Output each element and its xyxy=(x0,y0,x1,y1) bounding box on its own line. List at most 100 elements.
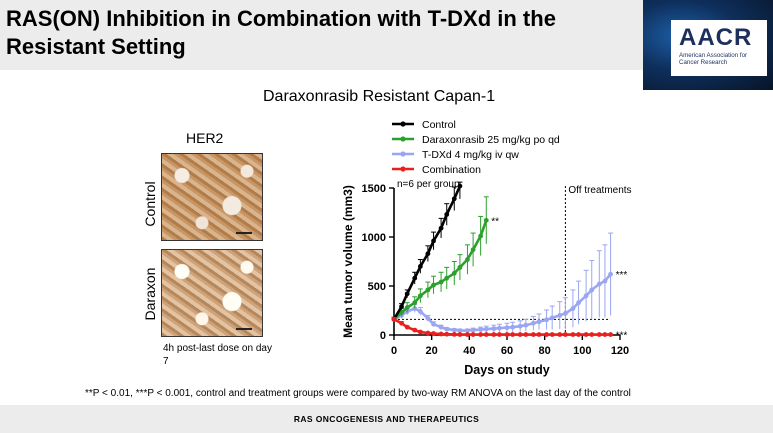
data-point xyxy=(583,332,589,337)
data-point xyxy=(523,332,529,337)
data-point xyxy=(608,332,613,337)
data-point xyxy=(451,196,457,202)
data-point xyxy=(570,306,576,311)
data-point xyxy=(465,257,470,262)
data-point xyxy=(399,320,404,326)
x-tick-label: 0 xyxy=(391,345,397,357)
data-point xyxy=(431,238,436,244)
data-point xyxy=(504,332,510,337)
her2-stain-image-control xyxy=(161,153,263,241)
data-point xyxy=(438,225,444,231)
figure-title: Daraxonrasib Resistant Capan-1 xyxy=(263,88,496,105)
data-point xyxy=(530,320,536,326)
data-point xyxy=(483,326,489,332)
data-point xyxy=(491,326,497,332)
footnote: **P < 0.01, ***P < 0.001, control and tr… xyxy=(85,388,631,399)
data-point xyxy=(417,329,423,335)
y-tick-label: 0 xyxy=(380,330,386,342)
data-point xyxy=(602,278,608,284)
data-point xyxy=(549,315,555,321)
legend-label: T-DXd 4 mg/kg iv qw xyxy=(422,149,519,161)
data-point xyxy=(457,332,463,337)
data-point xyxy=(497,332,502,337)
x-tick-label: 100 xyxy=(573,345,591,357)
logo-card: AACR American Association for Cancer Res… xyxy=(671,20,767,76)
data-point xyxy=(576,332,581,337)
y-tick-label: 1000 xyxy=(362,232,386,244)
data-point xyxy=(438,279,444,285)
data-point xyxy=(536,332,542,337)
data-point xyxy=(608,271,613,277)
significance-label: *** xyxy=(616,331,628,342)
data-point xyxy=(444,331,450,337)
scale-bar xyxy=(236,328,252,330)
x-tick-label: 60 xyxy=(501,345,513,357)
aacr-logo: AACR American Association for Cancer Res… xyxy=(643,0,773,90)
data-point xyxy=(391,316,397,322)
data-point xyxy=(536,319,542,325)
data-point xyxy=(470,327,476,333)
data-point xyxy=(465,332,470,337)
data-point xyxy=(417,293,423,299)
data-point xyxy=(497,325,502,331)
y-tick-label: 500 xyxy=(368,281,386,293)
footer-bar xyxy=(0,405,773,433)
data-point xyxy=(510,324,516,330)
data-point xyxy=(517,323,523,329)
footer-text: RAS ONCOGENESIS AND THERAPEUTICS xyxy=(293,414,480,424)
data-point xyxy=(596,332,602,337)
data-point xyxy=(470,247,476,253)
slide-title: RAS(ON) Inhibition in Combination with T… xyxy=(6,6,556,59)
data-point xyxy=(404,305,410,310)
series-line xyxy=(393,318,611,336)
data-point xyxy=(431,282,436,288)
off-treatments-label: Off treatments xyxy=(568,185,631,196)
logo-wordmark: AACR xyxy=(679,24,753,51)
data-point xyxy=(583,293,589,299)
data-point xyxy=(530,332,536,337)
data-point xyxy=(412,327,418,333)
data-point xyxy=(399,310,404,315)
data-point xyxy=(557,313,563,318)
data-point xyxy=(438,331,444,337)
data-point xyxy=(478,233,484,239)
data-point xyxy=(557,332,563,337)
data-point xyxy=(417,264,423,269)
data-point xyxy=(602,332,608,337)
x-tick-label: 120 xyxy=(611,345,629,357)
data-point xyxy=(483,332,489,337)
data-point xyxy=(404,324,410,330)
data-point xyxy=(412,275,418,281)
her2-label: HER2 xyxy=(186,130,224,146)
tumor-volume-chart: Control Daraxonrasib 25 mg/kg po qd T-DXd … xyxy=(341,119,632,377)
data-point xyxy=(399,304,404,309)
data-point xyxy=(465,328,470,333)
significance-label: *** xyxy=(616,270,628,281)
row-label-daraxon: Daraxon xyxy=(142,267,158,321)
data-point xyxy=(412,300,418,306)
data-point xyxy=(457,328,463,333)
data-point xyxy=(491,332,497,337)
data-point xyxy=(425,287,431,293)
x-tick-label: 20 xyxy=(426,345,438,357)
data-point xyxy=(596,281,602,287)
data-point xyxy=(544,332,549,337)
data-point xyxy=(589,287,595,293)
data-point xyxy=(438,324,444,330)
data-point xyxy=(457,264,463,270)
y-axis-label: Mean tumor volume (mm3) xyxy=(341,185,355,338)
data-point xyxy=(425,251,431,257)
y-tick-label: 1500 xyxy=(362,183,386,195)
data-point xyxy=(549,332,555,337)
series-line xyxy=(393,273,612,332)
legend-label: Daraxonrasib 25 mg/kg po qd xyxy=(422,134,560,146)
data-point xyxy=(451,270,457,276)
legend-marker xyxy=(400,121,406,127)
data-point xyxy=(483,217,489,223)
series-line xyxy=(393,219,488,321)
legend-label: Combination xyxy=(422,164,481,176)
legend-marker xyxy=(400,151,406,157)
x-tick-label: 40 xyxy=(463,345,475,357)
data-point xyxy=(504,325,510,331)
data-point xyxy=(451,332,457,337)
